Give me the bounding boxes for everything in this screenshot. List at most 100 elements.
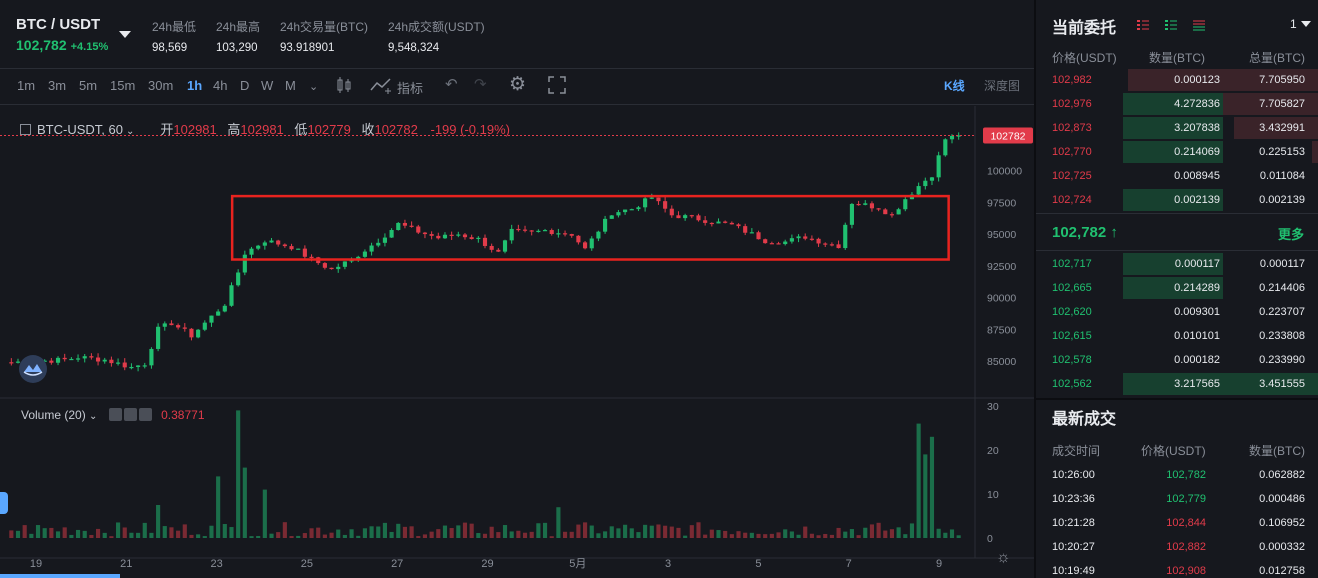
candle-body: [49, 360, 54, 363]
close-icon[interactable]: [138, 408, 152, 421]
ask-price: 102,873: [1052, 122, 1092, 134]
tf-d[interactable]: D: [240, 78, 250, 93]
price-chart[interactable]: 102782 100000 97500 95000 92500 90000 87500 850…: [0, 106, 1034, 574]
volume-bar: [262, 489, 267, 538]
view-kline-tab[interactable]: K线: [944, 79, 965, 93]
redo-icon[interactable]: ↷: [474, 76, 487, 93]
trade-price: 102,782: [1166, 469, 1206, 481]
volume-bar: [356, 535, 361, 538]
scroll-indicator[interactable]: [0, 574, 120, 578]
gear-icon[interactable]: [123, 408, 137, 421]
volume-bar: [849, 529, 854, 538]
volume-label[interactable]: Volume (20): [21, 408, 86, 422]
ask-row[interactable]: 102,873 3.207838 3.432991: [1036, 116, 1318, 140]
view-asks-icon[interactable]: [1193, 18, 1205, 36]
ask-price: 102,725: [1052, 170, 1092, 182]
pair-dropdown-icon[interactable]: [119, 31, 131, 38]
candle-body: [216, 311, 221, 316]
gear-icon[interactable]: ☼: [996, 549, 1011, 566]
volume-bar: [15, 530, 21, 538]
bid-total: 0.233808: [1259, 330, 1305, 342]
candle-body: [709, 222, 714, 225]
candle-body: [663, 201, 668, 209]
volume-bar: [482, 533, 488, 538]
settings-icon[interactable]: ⚙: [509, 74, 527, 95]
depth-select-value: 1: [1290, 17, 1297, 31]
depth-bar: [1223, 373, 1318, 395]
ask-row[interactable]: 102,982 0.000123 7.705950: [1036, 68, 1318, 92]
tf-m[interactable]: M: [285, 78, 296, 93]
eye-icon[interactable]: [108, 408, 122, 421]
volume-bar: [696, 522, 701, 538]
volume-bar: [436, 529, 441, 538]
view-both-icon[interactable]: [1137, 18, 1149, 36]
chart-toolbar: 1m 3m 5m 15m 30m 1h 4h D W M ⌄ 指标 ↶ ↷ ⚙: [0, 68, 1034, 104]
bid-row[interactable]: 102,615 0.010101 0.233808: [1036, 324, 1318, 348]
chevron-down-icon[interactable]: [1300, 21, 1311, 27]
candle-body: [736, 224, 741, 227]
tf-4h[interactable]: 4h: [213, 78, 228, 93]
candle-body: [282, 244, 287, 247]
chart-panel: BTC / USDT 102,782 +4.15% 24h最低 98,569 24…: [0, 16, 1034, 578]
ask-row[interactable]: 102,725 0.008945 0.011084: [1036, 164, 1318, 188]
indicator-button[interactable]: 指标: [397, 81, 424, 96]
tf-15m[interactable]: 15m: [110, 78, 136, 93]
volume-bar: [683, 535, 688, 538]
legend-symbol[interactable]: BTC-USDT, 60: [37, 122, 123, 137]
volume-bar: [876, 522, 881, 538]
depth-select[interactable]: 1: [1290, 17, 1311, 31]
volume-bar: [456, 525, 461, 538]
indicator-icon[interactable]: [370, 76, 392, 98]
chevron-down-icon[interactable]: ⌄: [89, 411, 98, 422]
bid-row[interactable]: 102,562 3.217565 3.451555: [1036, 372, 1318, 396]
ask-row[interactable]: 102,770 0.214069 0.225153: [1036, 140, 1318, 164]
tf-1m[interactable]: 1m: [17, 78, 36, 93]
volume-bar: [649, 525, 654, 538]
volume-bar: [69, 534, 74, 538]
tf-w[interactable]: W: [261, 78, 274, 93]
more-button[interactable]: 更多: [1277, 227, 1304, 242]
bid-row[interactable]: 102,620 0.009301 0.223707: [1036, 300, 1318, 324]
ob-header-total: 总量(BTC): [1249, 51, 1305, 65]
volume-bar: [943, 532, 948, 538]
pair-selector[interactable]: BTC / USDT: [16, 16, 101, 33]
tf-3m[interactable]: 3m: [48, 78, 67, 93]
chevron-down-icon[interactable]: ⌄: [309, 81, 319, 93]
volume-bar: [496, 532, 501, 538]
bid-total: 0.214406: [1259, 282, 1305, 294]
ask-total: 7.705827: [1259, 98, 1305, 110]
bid-row[interactable]: 102,578 0.000182 0.233990: [1036, 348, 1318, 372]
ask-row[interactable]: 102,976 4.272836 7.705827: [1036, 92, 1318, 116]
tf-30m[interactable]: 30m: [148, 78, 174, 93]
volume-bar: [42, 528, 47, 538]
candle-body: [869, 203, 875, 209]
legend-low: 102779: [307, 122, 351, 137]
candle-body: [116, 362, 121, 364]
legend-open-label: 开: [160, 122, 174, 137]
bid-row[interactable]: 102,665 0.214289 0.214406: [1036, 276, 1318, 300]
volume-bar: [949, 529, 955, 538]
volume-bar: [656, 524, 661, 538]
candle-type-icon[interactable]: [336, 76, 352, 98]
candle-body: [676, 215, 681, 219]
ask-row[interactable]: 102,724 0.002139 0.002139: [1036, 188, 1318, 212]
volume-bar: [75, 529, 81, 538]
volume-bar: [522, 532, 528, 538]
depth-bar: [1234, 117, 1318, 139]
volume-bar: [883, 530, 888, 538]
side-panel-toggle[interactable]: [0, 492, 8, 514]
bid-row[interactable]: 102,717 0.000117 0.000117: [1036, 252, 1318, 276]
view-bids-icon[interactable]: [1165, 18, 1177, 36]
undo-icon[interactable]: ↶: [445, 76, 458, 93]
bid-total: 0.000117: [1259, 258, 1305, 270]
bid-amount: 0.000117: [1174, 258, 1220, 270]
tf-1h[interactable]: 1h: [187, 78, 203, 93]
candle-body: [249, 248, 254, 255]
trade-qty: 0.000332: [1259, 541, 1305, 553]
stat-label: 24h成交额(USDT): [388, 20, 485, 34]
view-depth-tab[interactable]: 深度图: [984, 79, 1021, 93]
fullscreen-icon[interactable]: [548, 76, 566, 98]
tf-5m[interactable]: 5m: [79, 78, 98, 93]
legend-toggle-icon[interactable]: [20, 124, 31, 135]
chevron-down-icon[interactable]: ⌄: [125, 126, 135, 137]
